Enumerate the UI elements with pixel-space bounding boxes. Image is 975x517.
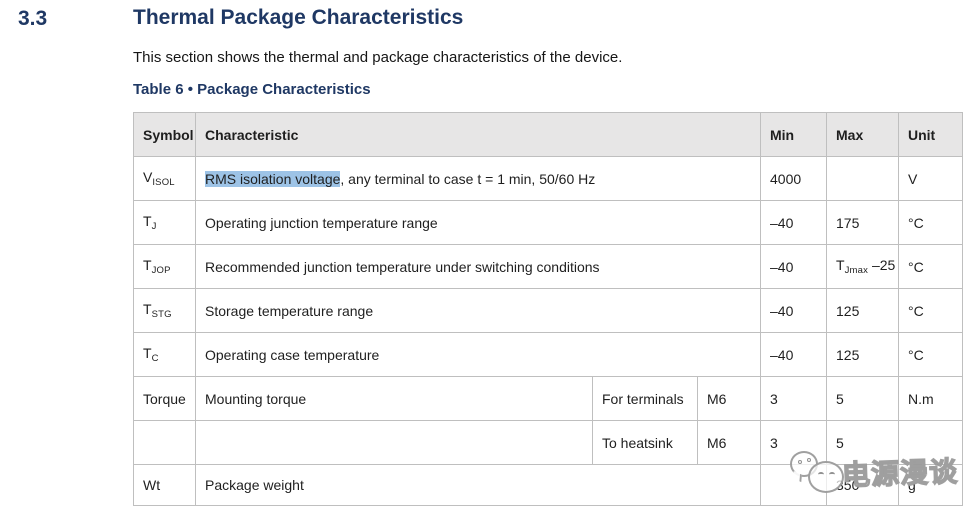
unit-cell: °C bbox=[898, 200, 963, 245]
min-cell: 3 bbox=[760, 420, 827, 465]
symbol-base: T bbox=[143, 301, 152, 317]
min-cell: –40 bbox=[760, 244, 827, 289]
col-header-symbol: Symbol bbox=[133, 112, 196, 157]
section-title: Thermal Package Characteristics bbox=[133, 6, 464, 29]
min-cell: –40 bbox=[760, 288, 827, 333]
min-cell: –40 bbox=[760, 200, 827, 245]
symbol-base: T bbox=[143, 257, 152, 273]
characteristic-cell: Operating case temperature bbox=[195, 332, 761, 377]
characteristic-cell: Operating junction temperature range bbox=[195, 200, 761, 245]
symbol-subscript: STG bbox=[151, 309, 172, 320]
characteristic-cell bbox=[195, 420, 593, 465]
col-header-characteristic: Characteristic bbox=[195, 112, 761, 157]
symbol-subscript: JOP bbox=[151, 265, 171, 276]
min-cell: –40 bbox=[760, 332, 827, 377]
max-cell: 350 bbox=[826, 464, 899, 506]
table-row-tjop: TJOP Recommended junction temperature un… bbox=[133, 244, 963, 289]
condition-cell: For terminals bbox=[592, 376, 698, 421]
max-cell bbox=[826, 156, 899, 201]
max-cell: 5 bbox=[826, 420, 899, 465]
symbol-cell: TSTG bbox=[133, 288, 196, 333]
max-symbol-base: T bbox=[836, 257, 845, 273]
symbol-base: V bbox=[143, 169, 153, 185]
screw-size-cell: M6 bbox=[697, 420, 761, 465]
symbol-cell: TJOP bbox=[133, 244, 196, 289]
symbol-subscript: J bbox=[151, 221, 157, 232]
symbol-cell: Torque bbox=[133, 376, 196, 421]
table-row-tstg: TSTG Storage temperature range –40 125 °… bbox=[133, 288, 963, 333]
unit-cell: °C bbox=[898, 288, 963, 333]
characteristic-text: , any terminal to case t = 1 min, 50/60 … bbox=[340, 170, 596, 187]
characteristic-cell: Storage temperature range bbox=[195, 288, 761, 333]
characteristic-cell: RMS isolation voltage, any terminal to c… bbox=[195, 156, 761, 201]
symbol-cell: VISOL bbox=[133, 156, 196, 201]
condition-cell: To heatsink bbox=[592, 420, 698, 465]
min-cell: 4000 bbox=[760, 156, 827, 201]
col-header-unit: Unit bbox=[898, 112, 963, 157]
symbol-cell: TJ bbox=[133, 200, 196, 245]
table-row-tj: TJ Operating junction temperature range … bbox=[133, 200, 963, 245]
table-row-tc: TC Operating case temperature –40 125 °C bbox=[133, 332, 963, 377]
table-row-torque-heatsink: To heatsink M6 3 5 bbox=[133, 420, 963, 465]
unit-cell: N.m bbox=[898, 376, 963, 421]
symbol-base: T bbox=[143, 345, 152, 361]
max-cell: TJmax –25 bbox=[826, 244, 899, 289]
unit-cell: V bbox=[898, 156, 963, 201]
symbol-cell: Wt bbox=[133, 464, 196, 506]
characteristic-cell: Mounting torque bbox=[195, 376, 593, 421]
col-header-max: Max bbox=[826, 112, 899, 157]
selected-text-highlight: RMS isolation voltage bbox=[205, 170, 341, 187]
section-number: 3.3 bbox=[18, 7, 48, 30]
min-cell: 3 bbox=[760, 376, 827, 421]
max-cell: 175 bbox=[826, 200, 899, 245]
unit-cell: g bbox=[898, 464, 963, 506]
max-symbol-subscript: Jmax bbox=[844, 265, 869, 276]
symbol-cell: TC bbox=[133, 332, 196, 377]
max-cell: 125 bbox=[826, 332, 899, 377]
table-header-row: Symbol Characteristic Min Max Unit bbox=[133, 112, 963, 157]
section-intro-text: This section shows the thermal and packa… bbox=[133, 49, 623, 66]
table-row-visol: VISOL RMS isolation voltage, any termina… bbox=[133, 156, 963, 201]
max-value-text: –25 bbox=[868, 257, 896, 273]
table-caption: Table 6 • Package Characteristics bbox=[133, 81, 371, 98]
symbol-base: T bbox=[143, 213, 152, 229]
screw-size-cell: M6 bbox=[697, 376, 761, 421]
symbol-cell bbox=[133, 420, 196, 465]
table-row-weight: Wt Package weight 350 g bbox=[133, 464, 963, 506]
unit-cell: °C bbox=[898, 332, 963, 377]
unit-cell bbox=[898, 420, 963, 465]
characteristic-cell: Recommended junction temperature under s… bbox=[195, 244, 761, 289]
table-row-torque-terminals: Torque Mounting torque For terminals M6 … bbox=[133, 376, 963, 421]
min-cell bbox=[760, 464, 827, 506]
symbol-subscript: C bbox=[151, 353, 159, 364]
col-header-min: Min bbox=[760, 112, 827, 157]
package-characteristics-table: Symbol Characteristic Min Max Unit VISOL… bbox=[133, 112, 963, 506]
characteristic-cell: Package weight bbox=[195, 464, 761, 506]
unit-cell: °C bbox=[898, 244, 963, 289]
max-cell: 125 bbox=[826, 288, 899, 333]
symbol-subscript: ISOL bbox=[152, 177, 175, 188]
max-cell: 5 bbox=[826, 376, 899, 421]
